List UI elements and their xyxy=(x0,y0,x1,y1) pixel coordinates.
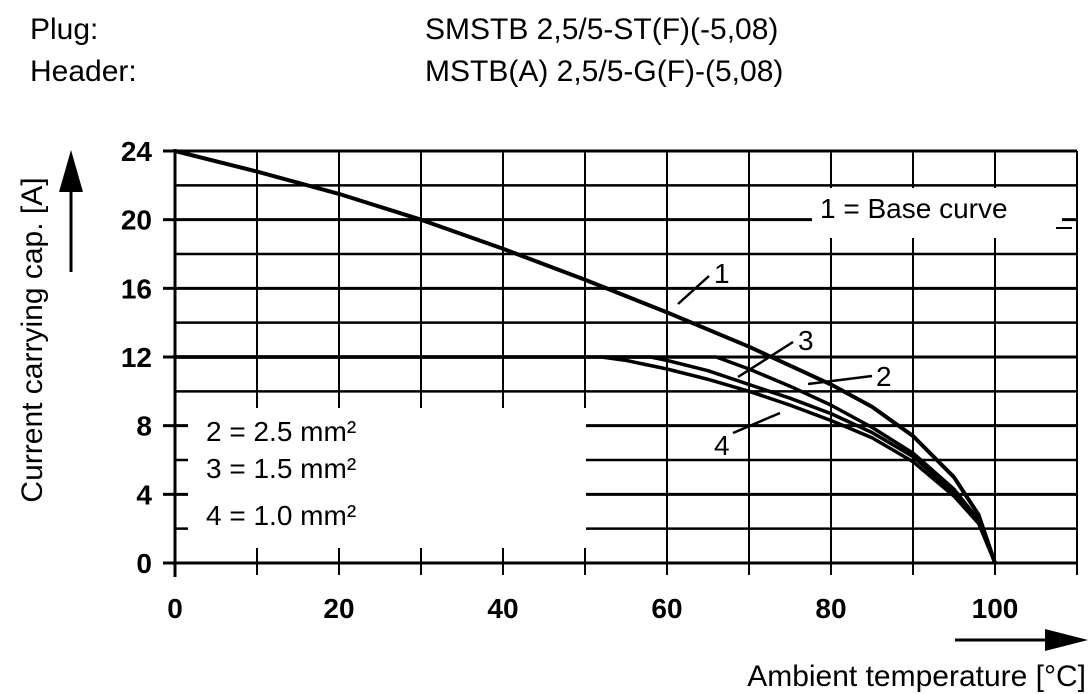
x-tick-label: 80 xyxy=(815,593,846,624)
y-tick-label: 4 xyxy=(136,479,152,510)
legend-base-curve: 1 = Base curve xyxy=(820,193,1072,229)
axes xyxy=(59,149,1088,651)
legend-bottom-mask xyxy=(188,408,586,548)
curve-label-leader xyxy=(732,411,781,435)
x-arrow-head xyxy=(1045,629,1088,651)
legend-wire-sizes: 2 = 2.5 mm² 3 = 1.5 mm² 4 = 1.0 mm² xyxy=(206,416,356,531)
curve-label-leader xyxy=(807,374,873,386)
y-tick-label: 20 xyxy=(121,205,152,236)
curve-label-leader xyxy=(677,275,710,305)
legend-wire-size-item: 4 = 1.0 mm² xyxy=(206,500,356,531)
y-tick-label: 0 xyxy=(136,548,152,579)
curve-labels: 1 2 3 4 xyxy=(677,258,892,461)
plug-label: Plug: xyxy=(30,13,99,46)
axis-titles: Ambient temperature [°C] Current carrying… xyxy=(16,177,1086,693)
y-tick-label: 8 xyxy=(136,411,152,442)
x-tick-label: 100 xyxy=(972,593,1019,624)
plug-value: SMSTB 2,5/5-ST(F)(-5,08) xyxy=(425,13,779,46)
legend-base-curve-text: 1 = Base curve xyxy=(820,193,1008,224)
legend-top-mask xyxy=(812,188,1062,238)
legend-wire-size-item: 2 = 2.5 mm² xyxy=(206,416,356,447)
curve-label-4: 4 xyxy=(714,430,730,461)
x-tick-label: 20 xyxy=(323,593,354,624)
curve-label-1: 1 xyxy=(714,258,730,289)
y-tick-label: 12 xyxy=(121,342,152,373)
curve-label-leader xyxy=(737,340,794,379)
series-curve-3 xyxy=(173,355,997,565)
legend-wire-size-item: 3 = 1.5 mm² xyxy=(206,453,356,484)
x-tick-label: 40 xyxy=(487,593,518,624)
y-tick-label: 16 xyxy=(121,273,152,304)
y-axis-title: Current carrying cap. [A] xyxy=(16,177,49,502)
x-axis-title: Ambient temperature [°C] xyxy=(747,660,1086,693)
series-curve-4 xyxy=(599,355,997,565)
x-tick-label: 60 xyxy=(651,593,682,624)
header-value: MSTB(A) 2,5/5-G(F)-(5,08) xyxy=(425,55,784,88)
y-arrow-head xyxy=(59,150,83,192)
curve-label-3: 3 xyxy=(798,325,814,356)
header-label: Header: xyxy=(30,55,137,88)
series-group xyxy=(173,149,997,565)
series-curve-1 xyxy=(173,149,997,565)
curve-label-2: 2 xyxy=(876,361,892,392)
y-tick-label: 24 xyxy=(121,136,153,167)
x-tick-label: 0 xyxy=(167,593,183,624)
